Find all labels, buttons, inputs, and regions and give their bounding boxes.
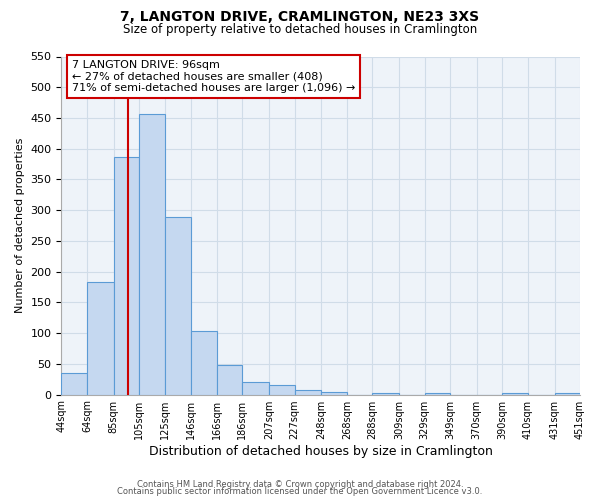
Text: 7, LANGTON DRIVE, CRAMLINGTON, NE23 3XS: 7, LANGTON DRIVE, CRAMLINGTON, NE23 3XS — [121, 10, 479, 24]
Bar — [502, 392, 528, 394]
Text: Contains public sector information licensed under the Open Government Licence v3: Contains public sector information licen… — [118, 487, 482, 496]
Bar — [554, 392, 580, 394]
X-axis label: Distribution of detached houses by size in Cramlington: Distribution of detached houses by size … — [149, 444, 493, 458]
Bar — [373, 392, 399, 394]
Bar — [139, 114, 164, 394]
Bar — [295, 390, 322, 394]
Bar — [113, 158, 139, 394]
Text: 7 LANGTON DRIVE: 96sqm
← 27% of detached houses are smaller (408)
71% of semi-de: 7 LANGTON DRIVE: 96sqm ← 27% of detached… — [72, 60, 355, 93]
Bar — [217, 365, 242, 394]
Y-axis label: Number of detached properties: Number of detached properties — [15, 138, 25, 313]
Bar — [61, 373, 87, 394]
Bar — [87, 282, 113, 395]
Text: Contains HM Land Registry data © Crown copyright and database right 2024.: Contains HM Land Registry data © Crown c… — [137, 480, 463, 489]
Bar — [269, 386, 295, 394]
Bar — [322, 392, 347, 394]
Bar — [425, 392, 450, 394]
Bar — [164, 217, 191, 394]
Bar — [191, 330, 217, 394]
Bar — [242, 382, 269, 394]
Text: Size of property relative to detached houses in Cramlington: Size of property relative to detached ho… — [123, 22, 477, 36]
